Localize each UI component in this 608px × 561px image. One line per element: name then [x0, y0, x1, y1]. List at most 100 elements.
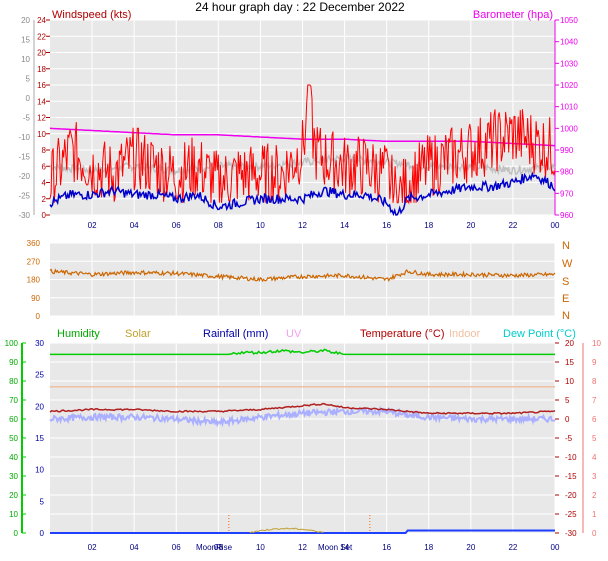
uv-tick-label: 3	[592, 472, 597, 481]
x-tick-label: 04	[130, 543, 139, 552]
x-tick-label: 02	[88, 543, 97, 552]
compass-label: N	[562, 240, 570, 252]
solar-line	[249, 527, 324, 534]
temp-tick-label: 20	[565, 339, 574, 348]
x-tick-label: 08	[214, 543, 223, 552]
humidity-tick-label: 50	[9, 434, 18, 443]
temperature-line	[49, 402, 556, 415]
temp-tick-label: 15	[565, 358, 574, 367]
x-tick-label: 04	[130, 221, 139, 230]
humidity-tick-label: 10	[9, 510, 18, 519]
x-tick-label: 14	[340, 543, 349, 552]
humidity-tick-label: 0	[14, 529, 19, 538]
far-left-tick-label: 10	[21, 55, 30, 64]
legend-solar: Solar	[125, 328, 151, 340]
windspeed-tick-label: 0	[42, 211, 47, 220]
x-tick-label: 14	[340, 221, 349, 230]
rainfall-line	[50, 529, 555, 534]
compass-label: N	[562, 310, 570, 322]
x-tick-label: 10	[256, 543, 265, 552]
baro-tick-label: 990	[560, 146, 574, 155]
x-tick-label: 20	[466, 543, 475, 552]
inner-tick-label: 25	[35, 371, 44, 380]
winddir-tick-label: 270	[27, 257, 41, 266]
humidity-tick-label: 30	[9, 472, 18, 481]
windspeed-axis-title: Windspeed (kts)	[52, 9, 131, 21]
x-tick-label: 08	[214, 221, 223, 230]
humidity-tick-label: 40	[9, 453, 18, 462]
temp-tick-label: -20	[565, 491, 577, 500]
compass-label: W	[562, 258, 573, 270]
humidity-tick-label: 80	[9, 377, 18, 386]
baro-tick-label: 1020	[560, 81, 578, 90]
baro-tick-label: 1010	[560, 103, 578, 112]
temp-tick-label: -25	[565, 510, 577, 519]
temp-tick-label: -15	[565, 472, 577, 481]
temp-tick-label: 10	[565, 377, 574, 386]
inner-tick-label: 30	[35, 339, 44, 348]
far-left-tick-label: -25	[18, 192, 30, 201]
uv-tick-label: 6	[592, 415, 597, 424]
winddir-tick-label: 90	[31, 294, 40, 303]
far-left-tick-label: -30	[18, 211, 30, 220]
temp-humidity-panel: Humidity Solar Rainfall (mm) UV Temperat…	[5, 328, 602, 552]
baro-tick-label: 960	[560, 211, 574, 220]
uv-tick-label: 2	[592, 491, 597, 500]
temp-tick-label: 5	[565, 396, 570, 405]
legend-dew-point: Dew Point (°C)	[503, 328, 576, 340]
far-left-tick-label: -5	[23, 114, 31, 123]
x-tick-label: 16	[382, 543, 391, 552]
windspeed-tick-label: 16	[37, 81, 46, 90]
baro-tick-label: 1000	[560, 124, 578, 133]
x-tick-label: 18	[424, 221, 433, 230]
humidity-tick-label: 100	[5, 339, 19, 348]
inner-tick-label: 20	[35, 402, 44, 411]
winddir-tick-label: 0	[36, 312, 41, 321]
far-left-tick-label: 15	[21, 36, 30, 45]
temp-tick-label: -30	[565, 529, 577, 538]
x-tick-label: 12	[298, 543, 307, 552]
moonrise-label: MoonRise	[196, 543, 233, 552]
dew-point-line	[49, 405, 556, 428]
windspeed-tick-label: 22	[37, 32, 46, 41]
uv-tick-label: 8	[592, 377, 597, 386]
legend-temperature: Temperature (°C)	[360, 328, 444, 340]
x-tick-label: 06	[172, 543, 181, 552]
winddir-tick-label: 180	[27, 276, 41, 285]
x-tick-label: 16	[382, 221, 391, 230]
inner-tick-label: 5	[40, 497, 45, 506]
legend-humidity: Humidity	[57, 328, 100, 340]
far-left-tick-label: -10	[18, 133, 30, 142]
windspeed-tick-label: 8	[42, 146, 47, 155]
windspeed-tick-label: 6	[42, 162, 47, 171]
uv-tick-label: 5	[592, 434, 597, 443]
humidity-tick-label: 60	[9, 415, 18, 424]
x-tick-label: 22	[508, 221, 517, 230]
windspeed-tick-label: 10	[37, 130, 46, 139]
baro-tick-label: 1050	[560, 16, 578, 25]
uv-tick-label: 7	[592, 396, 597, 405]
humidity-tick-label: 20	[9, 491, 18, 500]
baro-tick-label: 980	[560, 168, 574, 177]
uv-tick-label: 10	[592, 339, 601, 348]
far-left-tick-label: 0	[26, 94, 31, 103]
x-tick-label: 06	[172, 221, 181, 230]
x-tick-label: 02	[88, 221, 97, 230]
temp-tick-label: -5	[565, 434, 573, 443]
moonset-label: Moon Set	[318, 543, 353, 552]
inner-tick-label: 0	[40, 529, 45, 538]
windspeed-tick-label: 24	[37, 16, 46, 25]
uv-tick-label: 4	[592, 453, 597, 462]
uv-tick-label: 9	[592, 358, 597, 367]
temp-tick-label: 0	[565, 415, 570, 424]
x-tick-label: 18	[424, 543, 433, 552]
compass-label: S	[562, 276, 569, 288]
average-wind-line	[49, 171, 556, 217]
baro-tick-label: 1030	[560, 59, 578, 68]
humidity-tick-label: 70	[9, 396, 18, 405]
windspeed-tick-label: 2	[42, 195, 47, 204]
x-tick-label: 00	[551, 543, 560, 552]
inner-tick-label: 15	[35, 434, 44, 443]
winddir-tick-label: 360	[27, 239, 41, 248]
humidity-tick-label: 90	[9, 358, 18, 367]
